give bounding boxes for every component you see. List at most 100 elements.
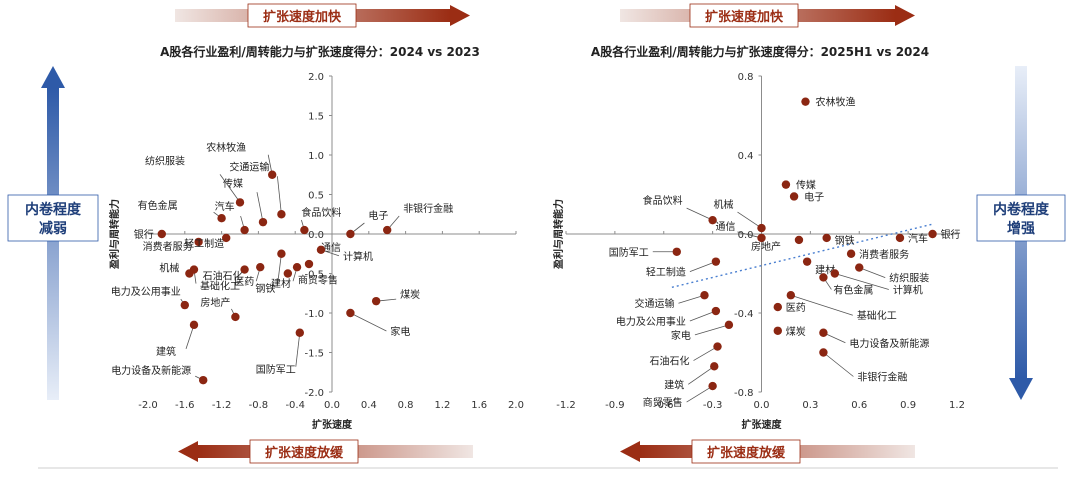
x-tick-label: -2.0 xyxy=(138,400,158,411)
data-point xyxy=(819,273,828,282)
x-tick-label: -1.2 xyxy=(556,400,576,411)
data-point xyxy=(371,296,381,306)
data-point-label: 建筑 xyxy=(664,378,684,391)
y-tick-label: 1.0 xyxy=(308,151,324,162)
data-point xyxy=(231,312,240,322)
data-point xyxy=(708,215,717,225)
x-tick-label: -0.8 xyxy=(249,400,269,411)
data-point-label: 汽车 xyxy=(908,232,928,245)
data-point-label: 食品饮料 xyxy=(643,194,683,207)
data-point xyxy=(304,259,314,269)
data-point xyxy=(194,237,203,247)
data-point xyxy=(240,265,249,274)
data-point-label: 有色金属 xyxy=(138,199,178,212)
data-point-label: 传媒 xyxy=(223,178,243,190)
data-point xyxy=(711,257,721,266)
left-vertical-arrow: 内卷程度 减弱 xyxy=(7,66,99,400)
data-point xyxy=(240,225,249,235)
data-point-label: 非银行金融 xyxy=(857,371,907,384)
data-point xyxy=(708,381,717,391)
data-point xyxy=(711,306,721,316)
banner-arrow-head xyxy=(450,5,470,26)
data-point-label: 机械 xyxy=(714,198,734,211)
data-point xyxy=(855,263,864,272)
data-point xyxy=(180,300,189,310)
leader-line xyxy=(185,324,195,349)
data-point-label: 房地产 xyxy=(200,296,230,309)
data-point-label: 消费者服务 xyxy=(859,248,909,261)
data-point-label: 电力及公用事业 xyxy=(616,315,686,328)
data-point-label: 消费者服务 xyxy=(143,240,193,253)
banner-text: 扩张速度加快 xyxy=(263,9,342,25)
data-point-label: 计算机 xyxy=(343,250,373,263)
data-point xyxy=(724,320,734,330)
y-tick-label: 0.5 xyxy=(308,191,324,202)
data-point xyxy=(277,249,286,258)
data-point xyxy=(773,302,782,312)
data-point xyxy=(757,223,766,233)
x-tick-label: 2.0 xyxy=(508,400,524,411)
x-tick-label: -1.2 xyxy=(212,400,232,411)
data-point xyxy=(292,262,302,272)
leader-line xyxy=(693,346,718,361)
data-point-label: 家电 xyxy=(390,325,410,338)
data-point xyxy=(316,245,326,254)
y-tick-label: -1.5 xyxy=(304,349,324,360)
data-point xyxy=(846,249,856,258)
banner-box xyxy=(691,439,801,464)
data-point-label: 轻工制造 xyxy=(646,266,686,279)
banner-arrow-head xyxy=(620,441,640,462)
side-label-line2: 减弱 xyxy=(39,220,67,237)
data-point xyxy=(789,192,799,201)
bottom-right-banner: 扩张速度放缓 xyxy=(620,439,915,464)
x-tick-label: -1.6 xyxy=(175,400,195,411)
y-tick-label: -0.4 xyxy=(734,309,754,320)
data-point xyxy=(346,308,355,318)
data-point-label: 电子 xyxy=(368,209,388,222)
data-point xyxy=(773,326,782,335)
scatter-chart-2025h1-vs-2024: A股各行业盈利/周转能力与扩张速度得分：2025H1 vs 2024 -1.2 -0… xyxy=(552,44,965,431)
banner-arrow-head xyxy=(178,441,198,462)
leader-line xyxy=(689,261,717,273)
data-point-label: 石油石化 xyxy=(650,355,690,368)
data-point-label: 电力设备及新能源 xyxy=(111,364,191,377)
data-point xyxy=(710,362,719,371)
y-tick-label: -2.0 xyxy=(304,388,324,399)
data-point-label: 电力设备及新能源 xyxy=(849,337,929,350)
leader-line xyxy=(694,324,730,336)
data-point-label: 煤炭 xyxy=(400,288,420,301)
leader-line xyxy=(277,176,282,215)
data-point-label: 轻工制造 xyxy=(184,237,224,250)
y-tick-label: 1.5 xyxy=(308,112,324,123)
data-point xyxy=(217,214,226,223)
data-point-label: 基础化工 xyxy=(200,280,240,293)
data-point xyxy=(157,229,166,239)
leader-line xyxy=(859,267,886,278)
banner-text: 扩张速度放缓 xyxy=(265,445,344,461)
data-point-label: 电子 xyxy=(804,190,824,203)
banner-box xyxy=(249,439,359,464)
data-point xyxy=(819,348,828,357)
leader-line xyxy=(790,294,853,316)
data-point xyxy=(700,291,709,300)
data-point xyxy=(268,170,277,179)
data-point xyxy=(256,262,265,272)
data-point xyxy=(383,225,392,235)
y-tick-label: 0.0 xyxy=(308,230,324,241)
top-right-banner: 扩张速度加快 xyxy=(620,3,915,28)
data-point-label: 商贸零售 xyxy=(298,274,338,287)
leader-line xyxy=(256,192,264,223)
data-point xyxy=(235,198,245,207)
data-point-label: 机械 xyxy=(159,262,179,275)
y-tick-label: -1.0 xyxy=(304,309,324,320)
banner-arrow-head xyxy=(895,5,915,26)
data-point xyxy=(802,257,812,266)
data-point xyxy=(781,180,791,189)
data-point xyxy=(199,375,208,385)
data-point xyxy=(830,269,840,278)
x-tick-label: 1.2 xyxy=(949,400,965,411)
x-tick-label: -0.6 xyxy=(654,400,674,411)
x-axis-title: 扩张速度 xyxy=(742,418,783,431)
x-tick-label: 0.9 xyxy=(900,400,916,411)
x-tick-label: 1.6 xyxy=(471,400,487,411)
